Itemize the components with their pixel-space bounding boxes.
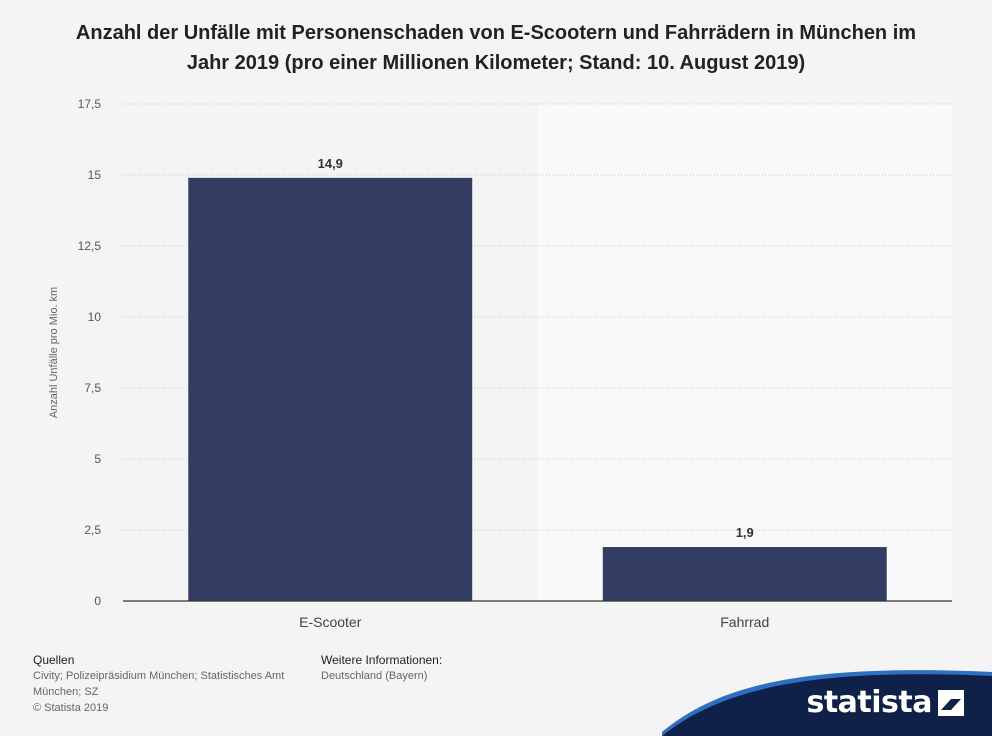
bar-chart: 0 2,5 5 7,5 10 12,5 15 17,5 Anzahl Unfälle pro M… (48, 97, 952, 630)
x-tick-label: Fahrrad (720, 614, 769, 630)
data-label: 14,9 (318, 156, 343, 171)
y-tick-label: 2,5 (84, 523, 101, 537)
y-axis-label: Anzahl Unfälle pro Mio. km (48, 287, 60, 418)
y-tick-label: 12,5 (78, 239, 102, 253)
y-tick-label: 10 (88, 310, 102, 324)
bar (602, 547, 887, 601)
y-tick-label: 0 (94, 594, 101, 608)
x-tick-label: E-Scooter (299, 614, 362, 630)
category-band (537, 104, 952, 601)
y-tick-label: 7,5 (84, 381, 101, 395)
more-info-text: Deutschland (Bayern) (321, 670, 428, 682)
copyright-text: © Statista 2019 (33, 702, 109, 714)
y-tick-label: 5 (94, 452, 101, 466)
logo-background (662, 670, 992, 736)
data-label: 1,9 (736, 525, 754, 540)
more-info-block: Weitere Informationen: Deutschland (Baye… (321, 652, 571, 684)
more-info-heading: Weitere Informationen: (321, 653, 443, 667)
logo-wordmark: statista (806, 685, 932, 720)
bar (188, 177, 473, 601)
sources-block: Quellen Civity; Polizeipräsidium München… (33, 652, 303, 716)
statista-logo-icon (938, 690, 964, 716)
y-tick-label: 17,5 (78, 97, 102, 111)
y-tick-label: 15 (88, 168, 102, 182)
statista-logo[interactable]: statista (662, 666, 992, 736)
chart-title: Anzahl der Unfälle mit Personenschaden v… (75, 22, 917, 74)
sources-heading: Quellen (33, 653, 75, 667)
sources-text: Civity; Polizeipräsidium München; Statis… (33, 670, 285, 698)
